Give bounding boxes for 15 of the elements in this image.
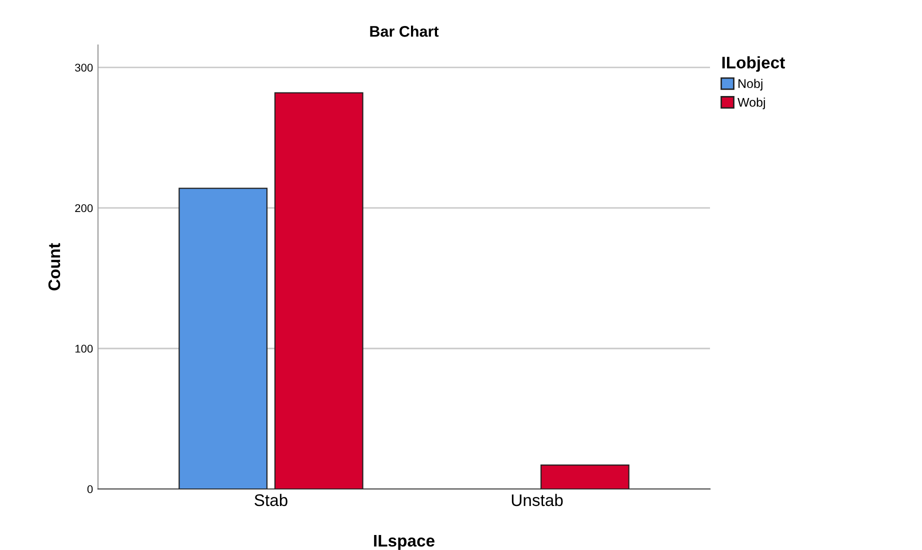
- y-axis-title: Count: [48, 243, 60, 290]
- x-tick-label: Unstab: [512, 494, 563, 506]
- legend-label: Wobj: [738, 98, 765, 110]
- y-tick-label: 0: [87, 485, 93, 494]
- y-tick-label: 300: [75, 64, 93, 72]
- y-tick-label: 100: [75, 344, 93, 353]
- bar: [274, 92, 364, 489]
- bar: [178, 188, 268, 489]
- y-tick-label: 200: [75, 204, 93, 212]
- legend-label: Nobj: [738, 78, 762, 91]
- legend-title: ILobject: [722, 56, 785, 72]
- bar: [540, 464, 630, 489]
- chart-title: Bar Chart: [370, 26, 439, 37]
- x-axis-title: ILspace: [374, 535, 434, 550]
- x-tick-label: Stab: [254, 494, 288, 506]
